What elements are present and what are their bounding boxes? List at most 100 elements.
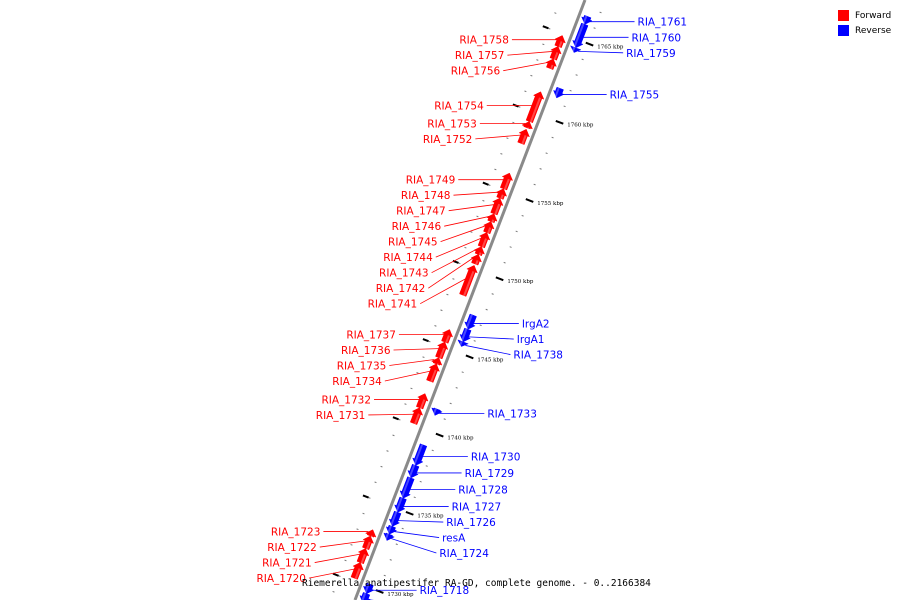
minor-tick bbox=[452, 278, 455, 280]
gene-label-ria_1733[interactable]: RIA_1733 bbox=[487, 408, 537, 420]
minor-tick bbox=[455, 387, 458, 389]
gene-arrow-ria_1760[interactable] bbox=[572, 22, 589, 49]
gene-label-ria_1732[interactable]: RIA_1732 bbox=[321, 394, 371, 406]
gene-highlight bbox=[436, 363, 439, 365]
minor-tick bbox=[383, 574, 386, 577]
major-tick bbox=[435, 432, 444, 438]
gene-arrow-ria_1733[interactable] bbox=[431, 407, 443, 416]
gene-label-ria_1734[interactable]: RIA_1734 bbox=[332, 376, 382, 388]
gene-arrow-ria_1732[interactable] bbox=[415, 393, 429, 410]
gene-label-ria_1742[interactable]: RIA_1742 bbox=[376, 283, 426, 295]
gene-arrow-ria_1756[interactable] bbox=[545, 58, 557, 70]
gene-arrow-ria_1741[interactable] bbox=[459, 265, 478, 297]
gene-label-ria_1724[interactable]: RIA_1724 bbox=[439, 548, 489, 560]
gene-arrow-ria_1736[interactable] bbox=[435, 341, 449, 360]
gene-label-ria_1741[interactable]: RIA_1741 bbox=[368, 299, 418, 311]
gene-arrow-ria_1735[interactable] bbox=[430, 357, 443, 366]
minor-tick bbox=[374, 481, 377, 484]
gene-label-ria_1746[interactable]: RIA_1746 bbox=[392, 221, 442, 233]
gene-arrow-ria_1746[interactable] bbox=[486, 213, 498, 224]
gene-label-ria_1737[interactable]: RIA_1737 bbox=[346, 330, 396, 342]
gene-label-ria_1738[interactable]: RIA_1738 bbox=[513, 350, 563, 362]
gene-label-ria_1760[interactable]: RIA_1760 bbox=[632, 32, 682, 44]
gene-arrow-ria_1737[interactable] bbox=[441, 329, 454, 344]
gene-label-ria_1729[interactable]: RIA_1729 bbox=[465, 468, 515, 480]
gene-arrow-irga2[interactable] bbox=[464, 313, 477, 330]
gene-label-ria_1756[interactable]: RIA_1756 bbox=[451, 66, 501, 78]
minor-tick bbox=[479, 324, 482, 327]
gene-label-irga2[interactable]: IrgA2 bbox=[522, 319, 550, 331]
gene-label-ria_1748[interactable]: RIA_1748 bbox=[401, 190, 451, 202]
gene-arrow-irga1[interactable] bbox=[459, 327, 472, 343]
gene-arrow-ria_1759[interactable] bbox=[570, 45, 582, 53]
minor-tick bbox=[533, 183, 536, 186]
gene-arrow-ria_1761[interactable] bbox=[581, 14, 593, 25]
gene-label-ria_1736[interactable]: RIA_1736 bbox=[341, 345, 391, 357]
gene-arrow-ria_1754[interactable] bbox=[525, 91, 545, 124]
gene-label-ria_1759[interactable]: RIA_1759 bbox=[626, 48, 676, 60]
gene-label-ria_1721[interactable]: RIA_1721 bbox=[262, 558, 312, 570]
gene-arrow-ria_1755[interactable] bbox=[553, 86, 565, 99]
gene-label-ria_1757[interactable]: RIA_1757 bbox=[455, 50, 505, 62]
gene-label-ria_1718[interactable]: RIA_1718 bbox=[420, 585, 470, 597]
gene-label-ria_1761[interactable]: RIA_1761 bbox=[638, 17, 688, 29]
gene-label-ria_1722[interactable]: RIA_1722 bbox=[267, 542, 317, 554]
gene-label-ria_1726[interactable]: RIA_1726 bbox=[446, 517, 496, 529]
gene-arrow-ria_1724[interactable] bbox=[383, 532, 395, 541]
gene-label-ria_1731[interactable]: RIA_1731 bbox=[316, 410, 366, 422]
gene-arrow-ria_1729[interactable] bbox=[407, 463, 420, 479]
gene-arrow-resa[interactable] bbox=[385, 524, 398, 535]
gene-arrow-ria_1744[interactable] bbox=[477, 232, 491, 249]
gene-arrow-ria_1738[interactable] bbox=[457, 339, 469, 347]
genome-backbone bbox=[353, 0, 587, 600]
gene-arrow-ria_1743[interactable] bbox=[473, 246, 485, 257]
minor-tick bbox=[470, 231, 473, 233]
gene-arrow-ria_1734[interactable] bbox=[426, 363, 440, 383]
gene-arrow-ria_1757[interactable] bbox=[549, 46, 562, 61]
gene-arrow-ria_1748[interactable] bbox=[495, 188, 508, 200]
gene-label-ria_1747[interactable]: RIA_1747 bbox=[396, 206, 446, 218]
gene-label-irga1[interactable]: IrgA1 bbox=[517, 334, 545, 346]
gene-arrow-ria_1731[interactable] bbox=[409, 407, 424, 425]
gene-label-ria_1744[interactable]: RIA_1744 bbox=[383, 252, 433, 264]
minor-tick bbox=[476, 215, 479, 218]
gene-label-ria_1754[interactable]: RIA_1754 bbox=[434, 100, 484, 112]
gene-label-ria_1749[interactable]: RIA_1749 bbox=[406, 175, 456, 187]
gene-arrow-ria_1730[interactable] bbox=[412, 443, 428, 466]
minor-tick bbox=[458, 262, 461, 265]
gene-label-ria_1727[interactable]: RIA_1727 bbox=[452, 502, 502, 514]
legend-forward: Forward bbox=[838, 8, 891, 23]
gene-arrow-ria_1723[interactable] bbox=[364, 529, 377, 538]
gene-label-ria_1755[interactable]: RIA_1755 bbox=[610, 89, 660, 101]
gene-arrow-ria_1753[interactable] bbox=[521, 121, 533, 130]
gene-label-ria_1723[interactable]: RIA_1723 bbox=[271, 527, 321, 539]
gene-label-ria_1743[interactable]: RIA_1743 bbox=[379, 268, 429, 280]
gene-label-ria_1730[interactable]: RIA_1730 bbox=[471, 451, 521, 463]
minor-tick bbox=[503, 261, 506, 264]
gene-arrow-ria_1717[interactable] bbox=[359, 592, 371, 600]
gene-arrow-ria_1718[interactable] bbox=[363, 582, 375, 595]
gene-label-ria_1735[interactable]: RIA_1735 bbox=[337, 361, 387, 373]
gene-label-ria_1745[interactable]: RIA_1745 bbox=[388, 237, 438, 249]
gene-arrow-ria_1728[interactable] bbox=[399, 476, 415, 499]
gene-arrow-ria_1749[interactable] bbox=[499, 172, 514, 191]
gene-label-ria_1728[interactable]: RIA_1728 bbox=[458, 484, 508, 496]
gene-arrow-ria_1720[interactable] bbox=[350, 562, 364, 580]
gene-arrow-ria_1726[interactable] bbox=[388, 510, 402, 527]
gene-label-ria_1720[interactable]: RIA_1720 bbox=[256, 573, 306, 585]
minor-tick bbox=[518, 106, 521, 108]
gene-arrow-ria_1721[interactable] bbox=[356, 548, 370, 565]
gene-arrow-ria_1758[interactable] bbox=[554, 35, 566, 49]
gene-label-ria_1753[interactable]: RIA_1753 bbox=[427, 118, 477, 130]
gene-arrow-ria_1742[interactable] bbox=[470, 254, 482, 266]
label-leader bbox=[475, 134, 521, 140]
gene-label-ria_1758[interactable]: RIA_1758 bbox=[459, 35, 509, 47]
gene-label-ria_1752[interactable]: RIA_1752 bbox=[423, 134, 473, 146]
gene-arrow-ria_1745[interactable] bbox=[483, 221, 495, 235]
label-leader bbox=[384, 370, 430, 382]
gene-arrow-ria_1727[interactable] bbox=[394, 496, 407, 513]
gene-arrow-ria_1722[interactable] bbox=[362, 535, 374, 551]
gene-label-resa[interactable]: resA bbox=[442, 533, 466, 545]
gene-arrow-ria_1752[interactable] bbox=[517, 128, 530, 145]
gene-arrow-ria_1747[interactable] bbox=[490, 197, 504, 216]
